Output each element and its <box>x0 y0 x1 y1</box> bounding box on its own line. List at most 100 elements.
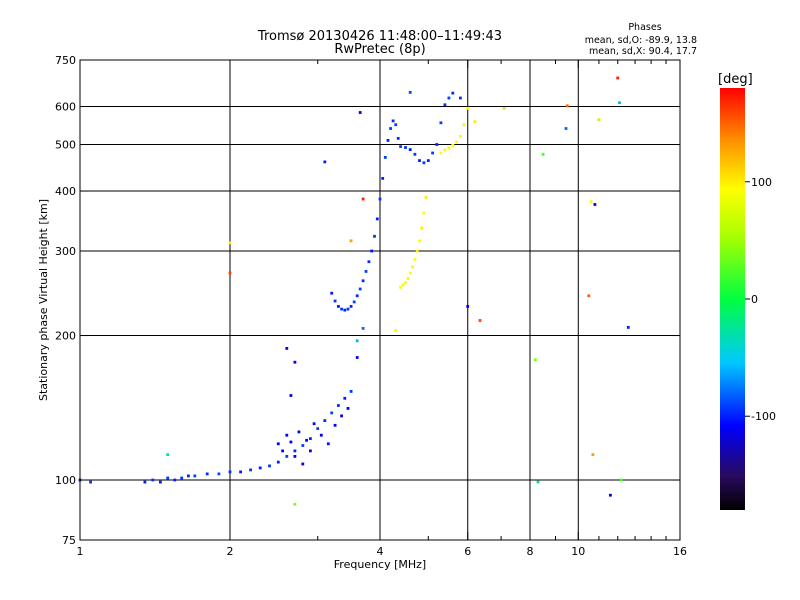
data-point <box>352 300 356 304</box>
data-point <box>285 433 289 437</box>
data-point <box>413 258 417 261</box>
data-point <box>340 307 343 311</box>
data-point <box>408 271 412 275</box>
colorbar-tick-label: 0 <box>751 293 758 306</box>
y-tick-label: 600 <box>55 101 76 114</box>
data-point <box>333 423 337 427</box>
data-point <box>333 299 337 303</box>
axis-ticks: 1 2 4 6 8 10 16 75 100 200 300 400 500 600 750 <box>55 54 687 558</box>
data-point <box>394 329 398 332</box>
data-point <box>343 396 347 400</box>
data-point <box>319 433 323 437</box>
data-point <box>289 394 293 397</box>
data-point <box>205 472 209 476</box>
data-point <box>478 319 482 322</box>
data-point <box>159 480 162 484</box>
data-point <box>228 241 232 245</box>
data-point <box>619 478 623 482</box>
y-tick-label: 300 <box>55 245 76 258</box>
data-point <box>312 422 316 426</box>
data-point <box>180 476 184 480</box>
phases-title: Phases <box>628 22 661 33</box>
data-point <box>293 360 297 364</box>
chart-subtitle: RwPretec (8p) <box>334 42 425 57</box>
data-point <box>316 427 320 430</box>
data-point <box>337 305 340 308</box>
data-point <box>349 239 353 243</box>
data-point <box>404 146 407 149</box>
data-point <box>293 455 297 458</box>
data-point <box>389 127 392 130</box>
colorbar-tick-label: -100 <box>751 410 776 423</box>
data-point <box>459 96 462 100</box>
data-point <box>418 159 421 162</box>
data-point <box>564 127 568 130</box>
data-point <box>386 139 390 142</box>
chart-title: Tromsø 20130426 11:48:00–11:49:43 <box>257 29 502 44</box>
data-point <box>358 111 362 114</box>
data-point <box>609 493 612 497</box>
data-point <box>408 148 412 151</box>
data-point <box>173 478 177 482</box>
data-point <box>355 294 359 298</box>
data-point <box>404 281 407 284</box>
data-point <box>367 260 371 264</box>
data-point <box>305 438 308 442</box>
data-point <box>383 156 387 159</box>
data-point <box>166 453 170 456</box>
data-point <box>381 177 385 180</box>
data-point <box>399 286 402 289</box>
data-point <box>502 106 506 110</box>
data-point <box>323 419 327 422</box>
y-tick-label: 750 <box>55 54 76 67</box>
data-point <box>626 326 630 329</box>
data-point <box>285 455 289 458</box>
data-point <box>258 466 262 470</box>
data-point <box>420 226 424 230</box>
data-point <box>228 470 232 474</box>
data-point <box>343 308 347 312</box>
data-point <box>375 217 379 221</box>
data-point <box>193 474 197 478</box>
data-point <box>593 203 597 206</box>
data-point <box>361 327 365 330</box>
data-point <box>466 106 470 110</box>
data-point <box>451 91 455 95</box>
y-tick-label: 400 <box>55 185 76 198</box>
data-point <box>462 123 466 127</box>
colorbar-tick-label: 100 <box>751 176 772 189</box>
data-point <box>187 474 190 478</box>
data-point <box>276 460 280 464</box>
data-point <box>330 291 334 295</box>
x-tick-label: 16 <box>673 545 687 558</box>
data-point <box>349 390 353 393</box>
data-point <box>217 472 221 476</box>
data-point <box>541 152 545 156</box>
data-point <box>309 437 312 440</box>
phases-o-stats: mean, sd,O: -89.9, 13.8 <box>585 35 697 46</box>
data-point <box>89 480 92 484</box>
colorbar-ticks: 100 0 -100 <box>745 176 776 423</box>
data-point <box>396 137 400 140</box>
data-point <box>309 449 312 453</box>
data-point <box>589 200 593 204</box>
data-point <box>451 144 455 147</box>
data-point <box>228 271 232 275</box>
data-point <box>431 151 434 155</box>
data-point <box>249 468 252 472</box>
data-point <box>473 120 477 123</box>
data-point <box>455 140 458 144</box>
x-tick-label: 10 <box>571 545 585 558</box>
data-point <box>408 91 412 94</box>
data-point <box>413 152 417 156</box>
data-point <box>323 160 327 164</box>
data-point <box>337 404 340 407</box>
phases-x-stats: mean, sd,X: 90.4, 17.7 <box>589 46 697 57</box>
colorbar <box>720 88 745 510</box>
data-point <box>297 430 301 434</box>
data-point <box>447 96 451 100</box>
y-tick-label: 75 <box>62 534 76 547</box>
data-point <box>293 449 297 453</box>
